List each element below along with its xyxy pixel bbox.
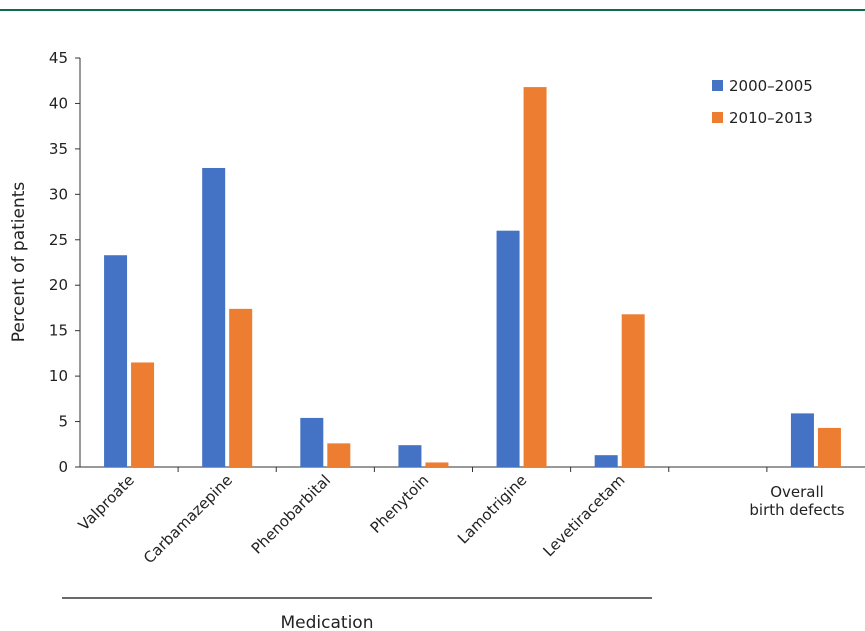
y-tick-label: 40 [49,94,68,112]
x-axis-title: Medication [281,613,374,631]
category-label: birth defects [749,501,844,519]
category-label: Carbamazepine [140,471,236,567]
legend-swatch [712,112,723,123]
bar [300,417,324,467]
category-label: Lamotrigine [454,471,530,547]
bars [104,87,841,467]
legend-label: 2000–2005 [729,77,813,95]
category-label: Valproate [75,471,138,534]
category-labels: Valproate Carbamazepine Phenobarbital Pheny… [75,471,845,567]
y-tick-label: 15 [49,322,68,340]
bar [202,167,226,467]
bar [229,308,253,467]
bar [496,230,520,467]
bar [523,87,547,467]
legend: 2000–2005 2010–2013 [712,77,813,127]
category-label: Overall [770,483,824,501]
y-tick-label: 10 [49,367,68,385]
bar [621,314,645,467]
bar [594,455,618,467]
category-label: Phenytoin [367,471,433,537]
bar [425,462,449,467]
y-tick-label: 35 [49,140,68,158]
bar [817,427,841,467]
bar [790,413,814,467]
legend-label: 2010–2013 [729,109,813,127]
y-tick-label: 45 [49,49,68,67]
y-tick-label: 0 [58,458,68,476]
top-rule [0,9,865,11]
category-label: Phenobarbital [248,471,334,557]
bar [327,443,351,467]
legend-swatch [712,80,723,91]
bar [131,362,155,467]
bar [104,255,128,467]
y-tick-label: 25 [49,231,68,249]
y-tick-label: 5 [58,413,68,431]
category-label: Levetiracetam [539,471,628,560]
y-tick-label: 30 [49,185,68,203]
x-axis-ticks [177,467,768,472]
y-axis-title: Percent of patients [9,182,29,343]
y-axis: 0 5 10 15 20 25 30 35 40 45 [49,49,80,476]
y-tick-label: 20 [49,276,68,294]
bar [398,445,422,467]
